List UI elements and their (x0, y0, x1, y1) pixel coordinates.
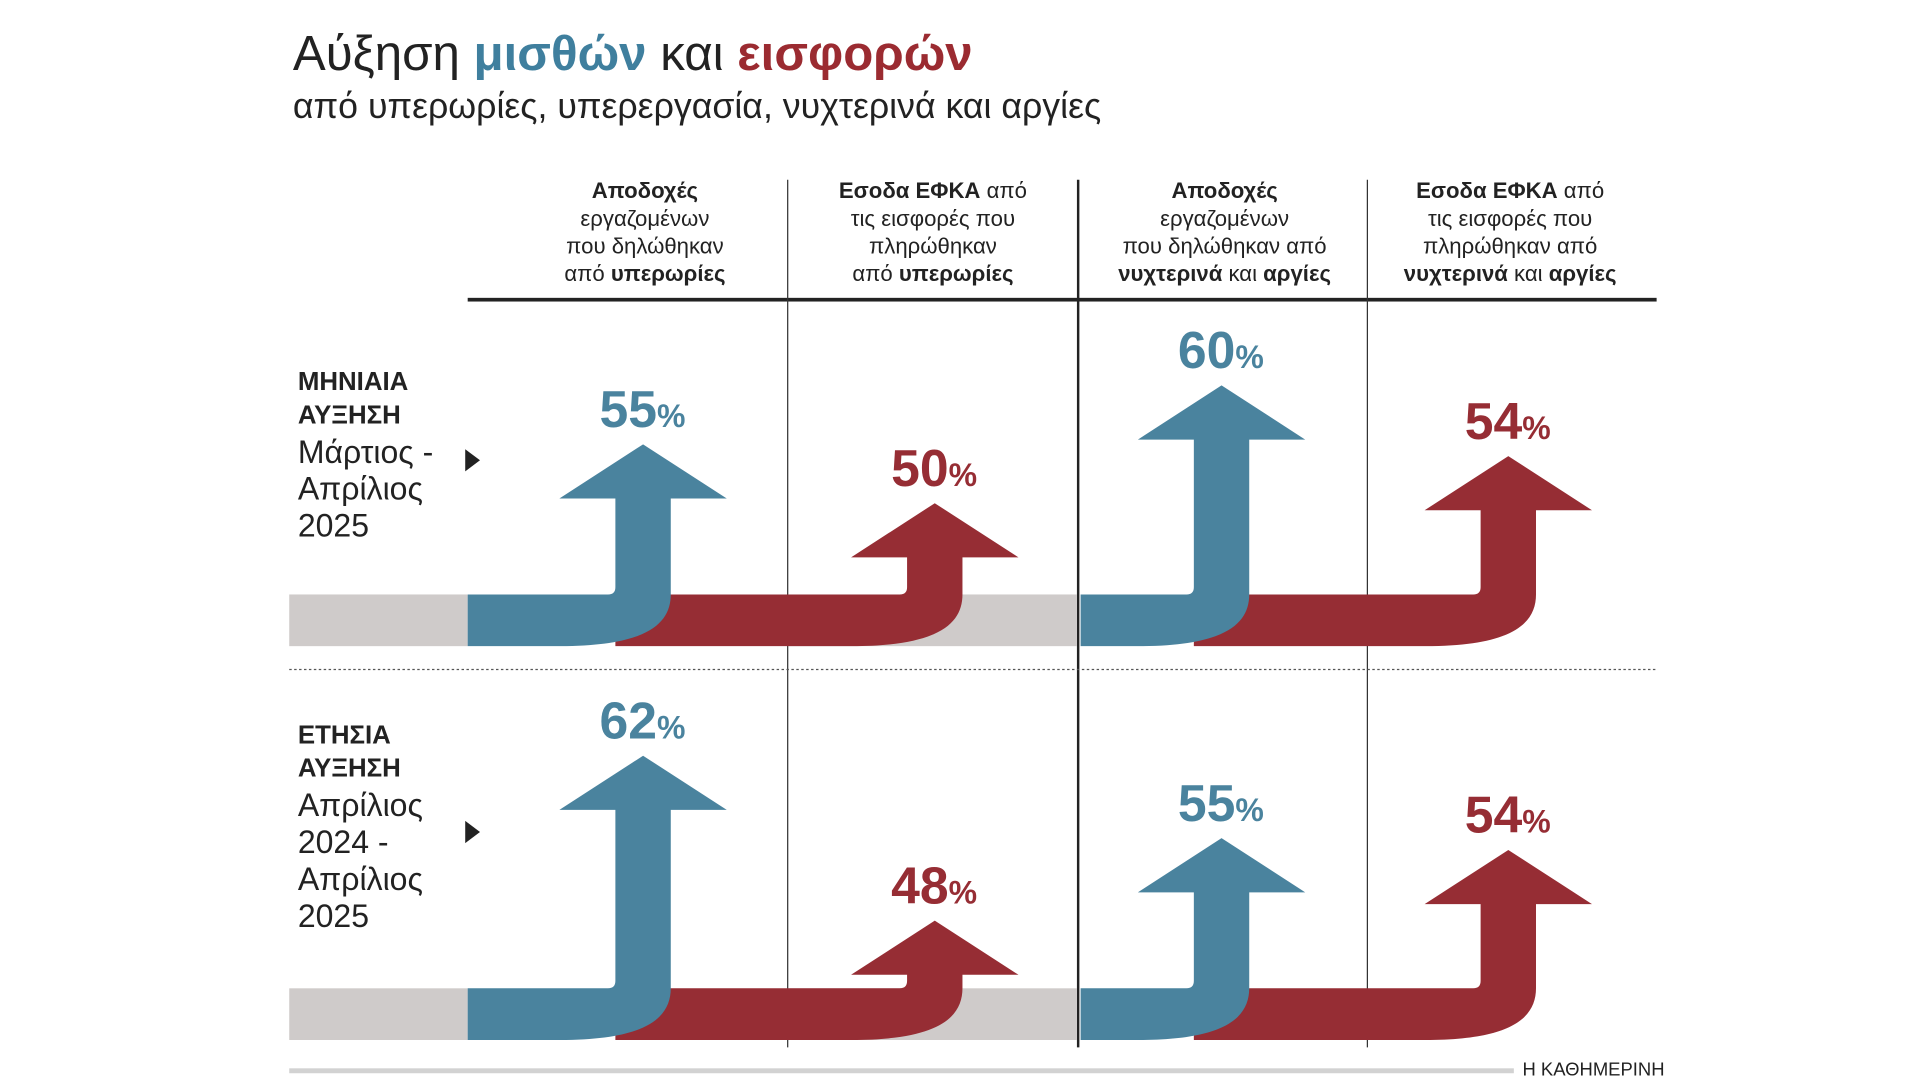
title-highlight-wages: μισθών (474, 26, 647, 81)
chart-title: Αύξηση μισθών και εισφορών (293, 26, 973, 81)
column-header-text: αργίες (1549, 261, 1617, 286)
percent-label: 55% (599, 380, 685, 438)
column-header-text: και (1222, 261, 1263, 286)
column-header-text: από (980, 178, 1027, 203)
percent-label: 54% (1465, 786, 1551, 844)
growth-arrow (1193, 849, 1592, 1040)
column-header-line: που δηλώθηκαν από (1123, 234, 1327, 259)
percent-label: 60% (1178, 321, 1264, 379)
percent-sign: % (1235, 339, 1263, 375)
source-logo: Η ΚΑΘΗΜΕΡΙΝΗ (1522, 1059, 1664, 1080)
row-label-title: ΕΤΗΣΙΑ (298, 721, 391, 749)
column-header-line: Αποδοχές (1171, 178, 1277, 203)
column-header-text: πληρώθηκαν (869, 234, 997, 259)
growth-arrow (467, 444, 727, 647)
percent-value: 60 (1178, 321, 1236, 379)
column-header-line: από υπερωρίες (564, 261, 725, 286)
column-header-text: από (852, 261, 899, 286)
column-header-line: εργαζομένων (580, 206, 709, 231)
chart-subtitle: από υπερωρίες, υπερεργασία, νυχτερινά κα… (293, 86, 1101, 126)
column-header-line: τις εισφορές που (1428, 206, 1592, 231)
column-header-text: Αποδοχές (592, 178, 698, 203)
title-part: και (647, 26, 738, 81)
percent-sign: % (1522, 804, 1550, 840)
percent-sign: % (1522, 410, 1550, 446)
column-header-line: Εσοδα ΕΦΚΑ από (1416, 178, 1604, 203)
column-header-text: εργαζομένων (580, 206, 709, 231)
column-header-text: και (1508, 261, 1549, 286)
baseline-bar (289, 988, 468, 1040)
percent-sign: % (949, 457, 977, 493)
percent-value: 50 (891, 439, 949, 497)
column-header-text: υπερωρίες (611, 261, 726, 286)
column-header-text: νυχτερινά (1404, 261, 1508, 286)
column-header-line: από υπερωρίες (852, 261, 1013, 286)
percent-sign: % (1235, 792, 1263, 828)
title-highlight-contributions: εισφορών (737, 26, 972, 81)
row-label-period: Απρίλιος (298, 861, 423, 897)
percent-sign: % (657, 709, 685, 745)
row-label-period: Απρίλιος (298, 787, 423, 823)
column-header-text: που δηλώθηκαν (566, 234, 723, 259)
row-label-title: ΑΥΞΗΣΗ (298, 755, 401, 783)
percent-value: 54 (1465, 392, 1523, 450)
percent-label: 54% (1465, 392, 1551, 450)
header-rule (467, 297, 1657, 302)
row-label-period: Μάρτιος - (298, 434, 433, 470)
column-header-text: τις εισφορές που (851, 206, 1015, 231)
percent-sign: % (657, 398, 685, 434)
growth-arrow (1080, 838, 1306, 1040)
column-header-line: τις εισφορές που (851, 206, 1015, 231)
percent-label: 48% (891, 856, 977, 914)
percent-sign: % (949, 874, 977, 910)
growth-arrow (615, 503, 1019, 647)
baseline-bar (289, 594, 468, 647)
row-label-title: ΜΗΝΙΑΙΑ (298, 368, 408, 396)
growth-arrow (1080, 385, 1306, 647)
percent-value: 62 (599, 691, 657, 749)
growth-arrow (615, 920, 1019, 1040)
column-header-text: από (1558, 178, 1605, 203)
column-header-text: τις εισφορές που (1428, 206, 1592, 231)
column-header-line: πληρώθηκαν (869, 234, 997, 259)
row-label-period: 2025 (298, 898, 369, 934)
row-pointer-icon (465, 820, 480, 844)
column-header-text: υπερωρίες (899, 261, 1014, 286)
percent-label: 50% (891, 439, 977, 497)
percent-label: 62% (599, 691, 685, 749)
column-header-line: πληρώθηκαν από (1423, 234, 1597, 259)
column-header-text: εργαζομένων (1160, 206, 1289, 231)
growth-arrow (467, 755, 727, 1040)
column-header-text: που δηλώθηκαν από (1123, 234, 1327, 259)
column-header-line: που δηλώθηκαν (566, 234, 723, 259)
footer-rule (289, 1068, 1514, 1074)
row-label-period: Απρίλιος (298, 471, 423, 507)
column-header-text: Εσοδα ΕΦΚΑ (839, 178, 981, 203)
column-header-text: αργίες (1263, 261, 1331, 286)
percent-label: 55% (1178, 774, 1264, 832)
title-part: Αύξηση (293, 26, 474, 81)
growth-arrow (1193, 456, 1592, 647)
percent-value: 48 (891, 856, 949, 914)
percent-value: 55 (599, 380, 657, 438)
column-header-text: από (564, 261, 611, 286)
percent-value: 55 (1178, 774, 1236, 832)
column-header-line: νυχτερινά και αργίες (1404, 261, 1617, 286)
column-header-text: πληρώθηκαν από (1423, 234, 1597, 259)
row-pointer-icon (465, 449, 480, 472)
column-header-text: Αποδοχές (1171, 178, 1277, 203)
row-label-title: ΑΥΞΗΣΗ (298, 401, 401, 429)
percent-value: 54 (1465, 786, 1523, 844)
column-header-line: νυχτερινά και αργίες (1118, 261, 1331, 286)
column-header-text: Εσοδα ΕΦΚΑ (1416, 178, 1558, 203)
column-header-text: νυχτερινά (1118, 261, 1222, 286)
row-label-period: 2024 - (298, 824, 389, 860)
column-header-line: Αποδοχές (592, 178, 698, 203)
column-header-line: Εσοδα ΕΦΚΑ από (839, 178, 1027, 203)
row-label-period: 2025 (298, 508, 369, 544)
column-header-line: εργαζομένων (1160, 206, 1289, 231)
